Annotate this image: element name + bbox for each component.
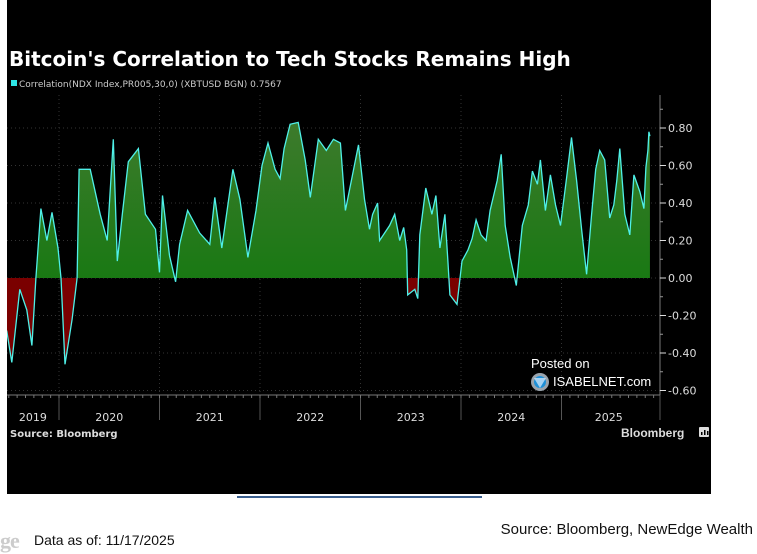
watermark-line2: ISABELNET.com [553,374,651,389]
bloomberg-terminal-icon [699,427,709,437]
watermark: Posted on ISABELNET.com [531,356,651,391]
isabelnet-logo-icon [531,373,549,391]
y-tick-label: 0.20 [668,235,693,248]
correlation-chart: Bitcoin's Correlation to Tech Stocks Rem… [7,47,709,440]
legend-swatch [11,80,17,86]
x-tick-label: 2023 [397,411,425,424]
y-tick-label: -0.60 [668,385,696,398]
x-tick-labels: 2019 2020 2021 2022 2023 2024 2025 [19,411,623,424]
y-tick-label: 0.80 [668,122,693,135]
chart-panel: Bitcoin's Correlation to Tech Stocks Rem… [7,0,711,494]
logo-fragment: ge [0,528,20,553]
negative-area [7,278,650,365]
x-tick-label: 2021 [196,411,224,424]
y-tick-label: 0.60 [668,160,693,173]
positive-area [7,122,650,278]
y-tick-label: -0.40 [668,347,696,360]
x-tick-label: 2020 [95,411,123,424]
bloomberg-brand: Bloomberg [621,426,684,440]
y-tick-label: -0.20 [668,310,696,323]
chart-title: Bitcoin's Correlation to Tech Stocks Rem… [9,47,571,71]
data-as-of: Data as of: 11/17/2025 [34,532,175,548]
axes [7,95,666,420]
divider-line [237,496,482,498]
x-tick-label: 2024 [497,411,525,424]
y-tick-labels: 0.80 0.60 0.40 0.20 0.00 -0.20 -0.40 -0.60 [668,122,696,398]
area-fill [7,121,651,365]
x-tick-label: 2022 [296,411,324,424]
series-line [7,121,651,365]
x-tick-label: 2019 [19,411,47,424]
source-label: Source: Bloomberg [10,429,118,440]
legend-label: Correlation(NDX Index,PR005,30,0) (XBTUS… [19,80,282,90]
y-tick-label: 0.40 [668,197,693,210]
y-tick-label: 0.00 [668,272,693,285]
footer-source: Source: Bloomberg, NewEdge Wealth [500,521,753,538]
x-tick-label: 2025 [595,411,623,424]
watermark-line1: Posted on [531,356,590,371]
